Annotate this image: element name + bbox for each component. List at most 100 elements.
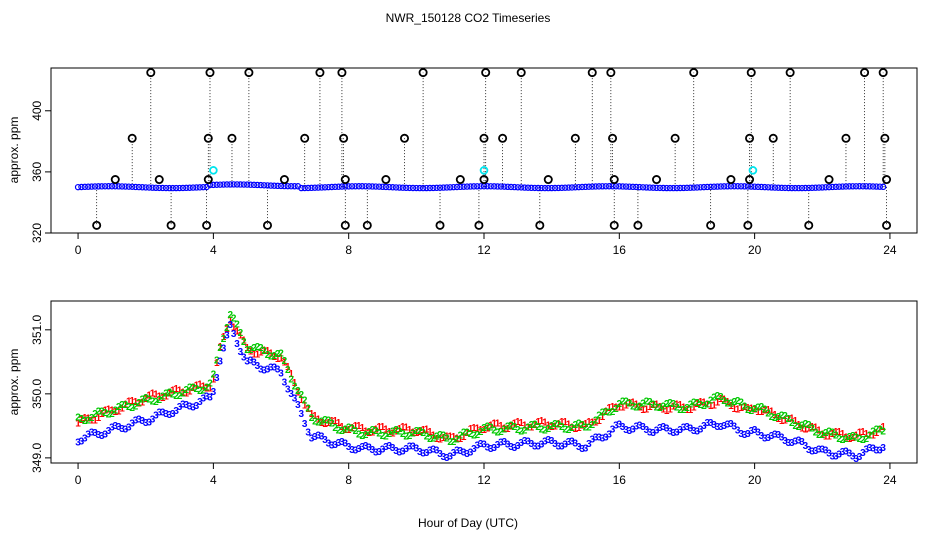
baseline-point — [230, 181, 237, 188]
baseline-point — [467, 183, 474, 190]
baseline-point — [490, 183, 498, 190]
bottom-markers: 1111111111111111111111111111111111111111… — [75, 310, 886, 465]
series-1-point: 1 — [99, 409, 105, 420]
spike-low-point — [743, 220, 753, 230]
baseline-point — [710, 183, 718, 190]
series-2-point: 2 — [718, 392, 724, 403]
series-3-point: 3 — [251, 357, 257, 368]
chart-title: NWR_150128 CO2 Timeseries — [386, 11, 551, 25]
series-2-point: 2 — [647, 397, 653, 408]
series-1-point: 1 — [498, 421, 504, 432]
series-3-point: 3 — [478, 439, 484, 450]
series-3-point: 3 — [667, 426, 673, 437]
series-1-point: 1 — [363, 427, 369, 438]
series-2-point: 2 — [725, 399, 731, 410]
series-1-point: 1 — [880, 422, 886, 433]
series-3-point: 3 — [349, 445, 355, 456]
spike-high-point — [878, 68, 888, 78]
series-3-point: 3 — [630, 424, 636, 435]
baseline-point — [639, 184, 647, 191]
series-1-point: 1 — [542, 418, 548, 429]
series-3-point: 3 — [593, 432, 599, 443]
series-2-point: 2 — [136, 398, 142, 409]
spike-low-point — [362, 220, 372, 230]
series-3-point: 3 — [559, 442, 565, 453]
series-3-point: 3 — [96, 430, 102, 441]
series-1-point: 1 — [444, 431, 450, 442]
series-3-point: 3 — [600, 434, 606, 445]
series-1-point: 1 — [623, 401, 629, 412]
series-2-point: 2 — [248, 345, 254, 356]
series-1-point: 1 — [576, 423, 582, 434]
series-3-point: 3 — [725, 419, 731, 430]
spike-high-point — [203, 133, 213, 143]
baseline-point — [876, 183, 883, 190]
series-2-point: 2 — [701, 401, 707, 412]
series-3-point: 3 — [458, 446, 464, 457]
series-1-point: 1 — [742, 402, 748, 413]
series-3-point: 3 — [410, 441, 416, 452]
series-1-point: 1 — [180, 388, 186, 399]
spike-high-point — [479, 133, 489, 143]
series-2-point: 2 — [478, 427, 484, 438]
series-1-point: 1 — [748, 403, 754, 414]
series-2-point: 2 — [326, 416, 332, 427]
series-1-point: 1 — [85, 414, 91, 425]
series-2-point: 2 — [444, 433, 450, 444]
series-3-point: 3 — [160, 407, 166, 418]
series-3-point: 3 — [579, 444, 585, 455]
series-3-point: 3 — [194, 401, 200, 412]
baseline-point — [487, 183, 494, 190]
series-2-point: 2 — [836, 434, 842, 445]
baseline-point — [149, 184, 156, 191]
baseline-point — [842, 183, 850, 190]
series-3-point: 3 — [99, 431, 105, 442]
baseline-point — [724, 183, 731, 190]
cyan-point — [748, 166, 758, 175]
baseline-point — [345, 183, 352, 190]
baseline-point — [81, 183, 89, 191]
series-2-point: 2 — [677, 405, 683, 416]
series-1-point: 1 — [647, 402, 653, 413]
series-2-point: 2 — [782, 411, 788, 422]
series-3-point: 3 — [444, 453, 450, 464]
series-2-point: 2 — [373, 426, 379, 437]
series-2-point: 2 — [633, 403, 639, 414]
series-1-point: 1 — [309, 409, 315, 420]
series-1-point: 1 — [315, 414, 321, 425]
series-3-point: 3 — [792, 436, 798, 447]
series-1-point: 1 — [738, 403, 744, 414]
series-1-point: 1 — [698, 397, 704, 408]
baseline-point — [781, 184, 789, 192]
series-2-point: 2 — [732, 397, 738, 408]
series-2-point: 2 — [661, 402, 667, 413]
baseline-point — [321, 184, 329, 191]
top-axes: 0 4 8 12 16 20 24 320 360 400 — [30, 100, 897, 257]
series-1-point: 1 — [847, 434, 853, 445]
baseline-point — [291, 183, 298, 190]
series-3-point: 3 — [143, 418, 149, 429]
baseline-point — [832, 183, 840, 191]
x-tick-label: 0 — [75, 243, 82, 257]
series-2-point: 2 — [194, 384, 200, 395]
series-1-point: 1 — [840, 429, 846, 440]
baseline-point — [156, 184, 163, 192]
baseline-point — [318, 184, 325, 191]
series-2-point: 2 — [380, 431, 386, 442]
baseline-point — [649, 184, 657, 191]
baseline-point — [626, 183, 633, 190]
baseline-point — [108, 183, 116, 190]
series-3-point: 3 — [640, 422, 646, 433]
series-1-point: 1 — [789, 414, 795, 425]
series-2-point: 2 — [613, 404, 619, 415]
series-1-point: 1 — [322, 419, 328, 430]
series-2-point: 2 — [708, 396, 714, 407]
series-1-point: 1 — [711, 400, 717, 411]
baseline-point — [778, 184, 785, 192]
series-1-point: 1 — [92, 415, 98, 426]
series-2-point: 2 — [133, 402, 139, 413]
series-3-point: 3 — [735, 425, 741, 436]
series-2-point: 2 — [129, 403, 135, 414]
spike-high-point — [337, 68, 347, 78]
mid-point — [381, 175, 391, 185]
